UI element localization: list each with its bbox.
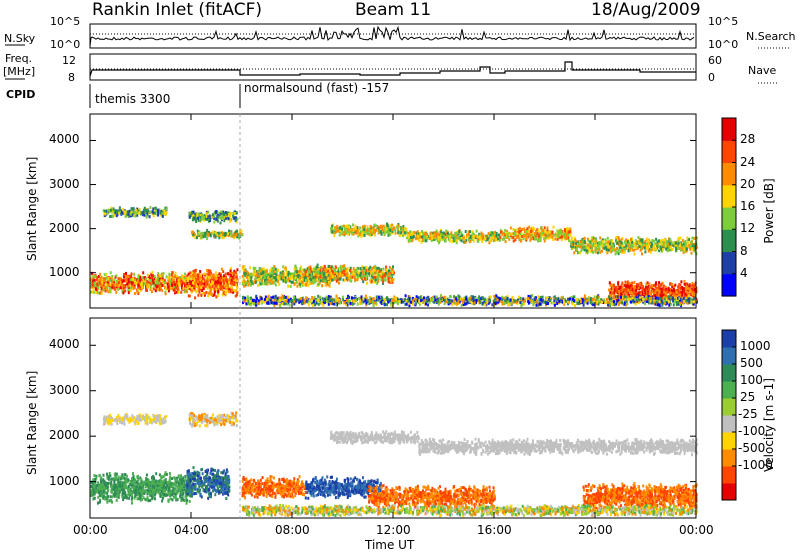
power-colorbar-segment bbox=[722, 251, 736, 275]
power-ytick-label: 1000 bbox=[49, 264, 80, 279]
power-colorbar-tick-label: 28 bbox=[740, 132, 756, 147]
velocity-colorbar-tick-label: -1000 bbox=[738, 458, 773, 472]
freq-trace bbox=[89, 61, 696, 77]
velocity-ytick-label: 3000 bbox=[49, 382, 80, 397]
x-tick-label: 12:00 bbox=[376, 523, 411, 537]
velocity-ytick-label: 4000 bbox=[49, 337, 80, 352]
velocity-colorbar-segment bbox=[722, 381, 736, 399]
freq-panel-frame bbox=[89, 53, 697, 81]
velocity-ytick-label: 1000 bbox=[49, 473, 80, 488]
x-tick-label: 00:00 bbox=[73, 523, 108, 537]
x-tick-label: 04:00 bbox=[174, 523, 209, 537]
nsearch-tick-top: 10^5 bbox=[708, 15, 739, 28]
power-colorbar-tick-label: 16 bbox=[740, 199, 756, 213]
cpid-label: CPID bbox=[6, 88, 36, 101]
velocity-colorbar-tick-label: 500 bbox=[740, 356, 763, 370]
velocity-colorbar-tick-label: 100 bbox=[740, 373, 763, 387]
power-colorbar-segment bbox=[722, 140, 736, 164]
freq-unit-label: [MHz] bbox=[3, 65, 36, 78]
date-label: 18/Aug/2009 bbox=[591, 0, 701, 20]
velocity-colorbar-segment bbox=[722, 449, 736, 467]
power-ytick-label: 2000 bbox=[49, 220, 80, 235]
x-tick-label: 16:00 bbox=[477, 523, 512, 537]
velocity-colorbar-segment bbox=[722, 364, 736, 382]
power-colorbar-tick-label: 8 bbox=[740, 243, 748, 258]
velocity-ytick-label: 2000 bbox=[49, 428, 80, 443]
x-axis-label: Time UT bbox=[365, 538, 415, 552]
power-colorbar-tick-label: 20 bbox=[740, 176, 756, 191]
velocity-colorbar-tick-label: 25 bbox=[740, 390, 756, 404]
velocity-colorbar-segment bbox=[722, 432, 736, 450]
x-tick-label: 08:00 bbox=[275, 523, 310, 537]
velocity-echo-field bbox=[90, 411, 698, 518]
velocity-colorbar-tick-label: -25 bbox=[738, 407, 758, 421]
freq-tick-bottom: 8 bbox=[68, 71, 75, 84]
x-tick-label: 20:00 bbox=[578, 523, 613, 537]
power-colorbar-segment bbox=[722, 118, 736, 141]
velocity-colorbar-tick-label: -100 bbox=[738, 424, 766, 438]
velocity-colorbar-tick-label: 1000 bbox=[740, 339, 771, 353]
velocity-colorbar-segment bbox=[722, 347, 736, 365]
nave-tick-bottom: 0 bbox=[708, 71, 715, 84]
power-echo-field bbox=[90, 206, 698, 308]
freq-tick-top: 12 bbox=[62, 54, 76, 67]
nsky-tick-bottom: 10^0 bbox=[50, 38, 81, 51]
power-colorbar-tick-label: 24 bbox=[740, 154, 756, 169]
nsky-trace bbox=[89, 25, 695, 47]
cpid-entry-themis: themis 3300 bbox=[95, 92, 171, 106]
power-ytick-label: 3000 bbox=[49, 176, 80, 191]
velocity-colorbar-segment bbox=[722, 483, 736, 501]
nsearch-tick-bottom: 10^0 bbox=[708, 38, 739, 51]
power-colorbar-tick-label: 12 bbox=[740, 221, 756, 236]
nave-tick-top: 60 bbox=[708, 54, 722, 67]
power-colorbar-segment bbox=[722, 273, 736, 297]
freq-label: Freq. bbox=[5, 52, 33, 65]
beam-label: Beam 11 bbox=[355, 0, 432, 20]
velocity-colorbar-segment bbox=[722, 415, 736, 433]
nsky-tick-top: 10^5 bbox=[50, 15, 81, 28]
power-ytick-label: 4000 bbox=[49, 132, 80, 147]
station-title: Rankin Inlet (fitACF) bbox=[92, 0, 263, 20]
power-colorbar-segment bbox=[722, 162, 736, 186]
nsearch-label: N.Search bbox=[746, 30, 796, 43]
power-colorbar-segment bbox=[722, 184, 736, 208]
power-colorbar-segment bbox=[722, 207, 736, 230]
velocity-colorbar-tick-label: -500 bbox=[738, 441, 766, 455]
velocity-colorbar-segment bbox=[722, 330, 736, 348]
nsky-panel-frame bbox=[89, 23, 697, 49]
power-colorbar-segment bbox=[722, 229, 736, 253]
nave-label: Nave bbox=[748, 64, 777, 77]
cpid-entry-normalsound: normalsound (fast) -157 bbox=[244, 81, 390, 95]
x-tick-label: 00:00 bbox=[679, 523, 714, 537]
velocity-colorbar-segment bbox=[722, 398, 736, 416]
power-colorbar-tick-label: 4 bbox=[740, 265, 748, 280]
nsky-label: N.Sky bbox=[4, 32, 36, 45]
velocity-colorbar-segment bbox=[722, 466, 736, 484]
